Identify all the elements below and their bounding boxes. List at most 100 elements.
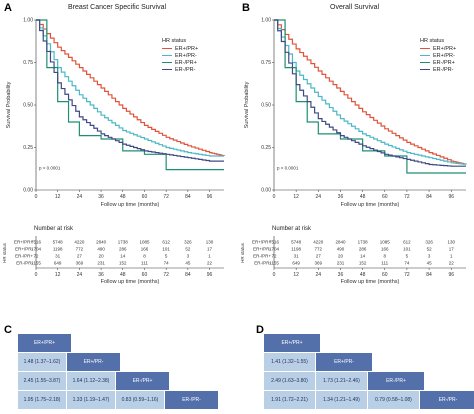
risk-count: 52 (427, 247, 433, 252)
matrix-group-header: ER+/PR+ (264, 334, 320, 352)
risk-count: 2840 (96, 240, 107, 245)
hazard-ratio-cell: 1.95 (1.75–2.18) (18, 391, 66, 409)
x-tick-label: 12 (293, 194, 299, 200)
risk-count: 1085 (139, 240, 150, 245)
panel-letter-d: D (256, 324, 264, 336)
x-axis-label: Follow up time (months) (341, 202, 400, 208)
risk-count: 74 (404, 261, 410, 266)
y-axis-label: Survival Probability (244, 81, 250, 128)
hazard-ratio-cell: 1.64 (1.12–2.38) (67, 372, 115, 390)
risk-count: 20 (338, 254, 344, 259)
x-tick-label: 60 (382, 194, 388, 200)
survival-curve-erpos-prpos (36, 19, 225, 157)
legend-a-title: HR status (162, 38, 187, 44)
matrix-group-header: ER+/PR- (67, 353, 120, 371)
risk-row-label: ER-/PR+ (15, 254, 33, 259)
risk-x-axis-label: Follow up time (months) (101, 279, 160, 285)
p-value-label: p < 0.0001 (39, 166, 61, 171)
risk-x-tick-label: 48 (120, 272, 126, 278)
x-tick-label: 96 (207, 194, 213, 200)
risk-x-axis-label: Follow up time (months) (341, 279, 400, 285)
risk-count: 72 (33, 254, 39, 259)
x-tick-label: 60 (142, 194, 148, 200)
survival-curve-erpos-prneg (36, 19, 224, 157)
risk-count: 1155 (269, 261, 279, 266)
risk-count: 1198 (53, 247, 63, 252)
risk-count: 17 (449, 247, 455, 252)
x-tick-label: 36 (338, 194, 344, 200)
risk-row-label: ER-/PR- (16, 261, 33, 266)
risk-row-label: ER-/PR+ (253, 254, 271, 259)
risk-x-tick-label: 48 (360, 272, 366, 278)
risk-count: 369 (315, 261, 323, 266)
y-tick-label: 1.00 (261, 18, 271, 24)
x-tick-label: 24 (316, 194, 322, 200)
hazard-ratio-cell: 0.79 (0.58–1.08) (368, 391, 419, 409)
risk-count: 1085 (380, 240, 391, 245)
risk-count: 5748 (291, 240, 302, 245)
x-tick-label: 36 (98, 194, 104, 200)
x-tick-label: 84 (185, 194, 191, 200)
risk-count: 5 (165, 254, 168, 259)
risk-count: 5 (406, 254, 409, 259)
risk-count: 7516 (31, 240, 42, 245)
legend-label: ER+/PR+ (175, 45, 199, 52)
hazard-ratio-cell: 1.34 (1.21–1.49) (316, 391, 367, 409)
risk-count: 8 (143, 254, 146, 259)
p-value-label: p < 0.0001 (277, 166, 299, 171)
risk-count: 7516 (269, 240, 280, 245)
risk-count: 74 (164, 261, 170, 266)
risk-count: 3 (428, 254, 431, 259)
x-tick-label: 48 (120, 194, 126, 200)
y-tick-label: 0.50 (23, 103, 33, 109)
x-tick-label: 96 (448, 194, 454, 200)
legend-label: ER+/PR- (175, 52, 197, 59)
risk-count: 286 (119, 247, 127, 252)
matrix-group-header: ER-/PR+ (116, 372, 169, 390)
risk-count: 101 (162, 247, 170, 252)
legend-label: ER-/PR+ (175, 59, 197, 66)
risk-count: 72 (271, 254, 277, 259)
risk-count: 369 (76, 261, 84, 266)
risk-x-tick-label: 60 (382, 272, 388, 278)
legend-a-item-er-pos-pr-pos: ER+/PR+ (162, 45, 198, 52)
risk-count: 1738 (118, 240, 129, 245)
legend-swatch (162, 54, 172, 57)
risk-x-tick-label: 84 (426, 272, 432, 278)
hazard-ratio-cell: 1.73 (1.21–2.46) (316, 372, 367, 390)
legend-b-item-er-neg-pr-neg: ER-/PR- (420, 66, 456, 73)
matrix-group-header: ER-/PR- (165, 391, 218, 409)
x-tick-label: 24 (77, 194, 83, 200)
risk-count: 612 (162, 240, 170, 245)
y-tick-label: 0.75 (23, 60, 33, 66)
legend-a-item-er-neg-pr-pos: ER-/PR+ (162, 59, 198, 66)
panel-letter-a: A (4, 2, 12, 14)
x-tick-label: 0 (35, 194, 38, 200)
risk-row-label: ER+/PR+ (14, 240, 33, 245)
risk-count: 649 (292, 261, 300, 266)
survival-plot-a: 0.00 0.25 0.50 0.75 1.00 0 12 24 36 48 60 72 84 96 Sur… (6, 18, 225, 208)
risk-x-tick-label: 36 (338, 272, 344, 278)
risk-x-tick-label: 24 (77, 272, 83, 278)
risk-count: 22 (449, 261, 455, 266)
risk-count: 5748 (53, 240, 64, 245)
x-tick-label: 0 (273, 194, 276, 200)
legend-a-item-er-neg-pr-neg: ER-/PR- (162, 66, 198, 73)
risk-count: 772 (76, 247, 84, 252)
risk-x-tick-label: 24 (316, 272, 322, 278)
risk-count: 45 (427, 261, 433, 266)
x-tick-label: 12 (55, 194, 61, 200)
y-tick-label: 1.00 (23, 18, 33, 24)
y-tick-label: 0.00 (261, 188, 271, 194)
risk-table-b: ER+/PR+ ER+/PR- ER-/PR+ ER-/PR- HR status 751… (240, 236, 466, 285)
risk-x-tick-label: 84 (185, 272, 191, 278)
y-tick-label: 0.00 (23, 188, 33, 194)
x-tick-label: 84 (426, 194, 432, 200)
y-tick-label: 0.75 (261, 60, 271, 66)
risk-count: 152 (359, 261, 367, 266)
risk-count: 8 (384, 254, 387, 259)
survival-curve-er--prneg (36, 19, 224, 162)
risk-count: 27 (316, 254, 322, 259)
risk-count: 130 (206, 240, 214, 245)
risk-count: 111 (141, 261, 148, 266)
